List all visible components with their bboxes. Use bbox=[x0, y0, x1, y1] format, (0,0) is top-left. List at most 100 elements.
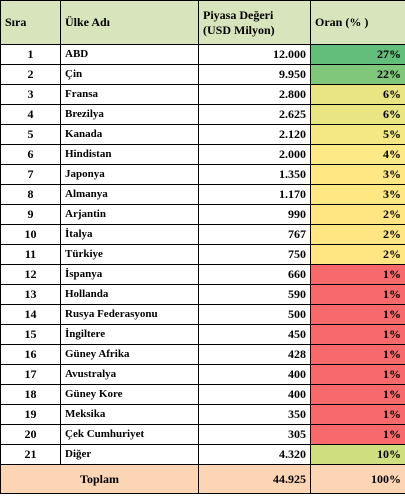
row-oran: 1% bbox=[310, 364, 405, 385]
row-ulke: Türkiye bbox=[60, 244, 199, 265]
row-sira: 5 bbox=[0, 124, 61, 145]
row-deger: 2.120 bbox=[198, 124, 311, 145]
table-row: 17 Avustralya 400 1% bbox=[0, 364, 405, 385]
row-ulke: Fransa bbox=[60, 84, 199, 105]
table-row: 4 Brezilya 2.625 6% bbox=[0, 104, 405, 125]
row-sira: 15 bbox=[0, 324, 61, 345]
row-deger: 1.350 bbox=[198, 164, 311, 185]
table-row: 12 İspanya 660 1% bbox=[0, 264, 405, 285]
row-ulke: Diğer bbox=[60, 444, 199, 465]
row-sira: 12 bbox=[0, 264, 61, 285]
header-deger: Piyasa Değeri (USD Milyon) bbox=[198, 0, 311, 45]
header-sira: Sıra bbox=[0, 0, 61, 45]
row-deger: 660 bbox=[198, 264, 311, 285]
table-row: 15 İngiltere 450 1% bbox=[0, 324, 405, 345]
row-oran: 1% bbox=[310, 344, 405, 365]
table-row: 13 Hollanda 590 1% bbox=[0, 284, 405, 305]
header-deger-line2: (USD Milyon) bbox=[203, 22, 275, 37]
row-sira: 11 bbox=[0, 244, 61, 265]
row-ulke: Arjantin bbox=[60, 204, 199, 225]
row-sira: 16 bbox=[0, 344, 61, 365]
row-sira: 17 bbox=[0, 364, 61, 385]
row-ulke: Kanada bbox=[60, 124, 199, 145]
header-oran: Oran (% ) bbox=[310, 0, 405, 45]
row-ulke: Çin bbox=[60, 64, 199, 85]
table-row: 6 Hindistan 2.000 4% bbox=[0, 144, 405, 165]
row-deger: 750 bbox=[198, 244, 311, 265]
row-sira: 14 bbox=[0, 304, 61, 325]
table-row: 2 Çin 9.950 22% bbox=[0, 64, 405, 85]
row-ulke: Hindistan bbox=[60, 144, 199, 165]
row-deger: 9.950 bbox=[198, 64, 311, 85]
row-oran: 6% bbox=[310, 84, 405, 105]
table-body: 1 ABD 12.000 27% 2 Çin 9.950 22% 3 Fransa 2.800 6% 4… bbox=[0, 44, 405, 465]
row-sira: 3 bbox=[0, 84, 61, 105]
table-row: 19 Meksika 350 1% bbox=[0, 404, 405, 425]
row-deger: 400 bbox=[198, 364, 311, 385]
row-oran: 3% bbox=[310, 164, 405, 185]
row-ulke: Çek Cumhuriyet bbox=[60, 424, 199, 445]
row-ulke: Rusya Federasyonu bbox=[60, 304, 199, 325]
header-deger-line1: Piyasa Değeri bbox=[203, 7, 274, 22]
total-row: Toplam 44.925 100% bbox=[0, 464, 405, 494]
row-deger: 450 bbox=[198, 324, 311, 345]
table-row: 20 Çek Cumhuriyet 305 1% bbox=[0, 424, 405, 445]
row-sira: 21 bbox=[0, 444, 61, 465]
row-oran: 1% bbox=[310, 264, 405, 285]
row-deger: 990 bbox=[198, 204, 311, 225]
table-row: 14 Rusya Federasyonu 500 1% bbox=[0, 304, 405, 325]
row-deger: 1.170 bbox=[198, 184, 311, 205]
total-deger: 44.925 bbox=[198, 464, 311, 494]
table-row: 7 Japonya 1.350 3% bbox=[0, 164, 405, 185]
row-oran: 6% bbox=[310, 104, 405, 125]
row-sira: 2 bbox=[0, 64, 61, 85]
row-ulke: ABD bbox=[60, 44, 199, 65]
header-ulke: Ülke Adı bbox=[60, 0, 199, 45]
row-oran: 22% bbox=[310, 64, 405, 85]
row-oran: 5% bbox=[310, 124, 405, 145]
table-row: 1 ABD 12.000 27% bbox=[0, 44, 405, 65]
table-row: 21 Diğer 4.320 10% bbox=[0, 444, 405, 465]
table-row: 11 Türkiye 750 2% bbox=[0, 244, 405, 265]
row-oran: 1% bbox=[310, 304, 405, 325]
table-row: 18 Güney Kore 400 1% bbox=[0, 384, 405, 405]
row-ulke: Almanya bbox=[60, 184, 199, 205]
row-oran: 2% bbox=[310, 224, 405, 245]
row-ulke: Güney Kore bbox=[60, 384, 199, 405]
row-ulke: Meksika bbox=[60, 404, 199, 425]
row-ulke: İtalya bbox=[60, 224, 199, 245]
row-oran: 27% bbox=[310, 44, 405, 65]
row-oran: 10% bbox=[310, 444, 405, 465]
total-label: Toplam bbox=[0, 464, 199, 494]
row-deger: 500 bbox=[198, 304, 311, 325]
row-ulke: Japonya bbox=[60, 164, 199, 185]
row-sira: 1 bbox=[0, 44, 61, 65]
row-oran: 2% bbox=[310, 244, 405, 265]
row-deger: 4.320 bbox=[198, 444, 311, 465]
row-deger: 590 bbox=[198, 284, 311, 305]
row-sira: 9 bbox=[0, 204, 61, 225]
row-oran: 1% bbox=[310, 424, 405, 445]
row-sira: 13 bbox=[0, 284, 61, 305]
row-oran: 3% bbox=[310, 184, 405, 205]
table-row: 8 Almanya 1.170 3% bbox=[0, 184, 405, 205]
row-oran: 1% bbox=[310, 404, 405, 425]
row-ulke: Avustralya bbox=[60, 364, 199, 385]
table-row: 16 Güney Afrika 428 1% bbox=[0, 344, 405, 365]
table-row: 10 İtalya 767 2% bbox=[0, 224, 405, 245]
table-row: 3 Fransa 2.800 6% bbox=[0, 84, 405, 105]
row-sira: 18 bbox=[0, 384, 61, 405]
row-oran: 1% bbox=[310, 284, 405, 305]
row-ulke: Güney Afrika bbox=[60, 344, 199, 365]
row-oran: 1% bbox=[310, 324, 405, 345]
row-deger: 428 bbox=[198, 344, 311, 365]
row-deger: 305 bbox=[198, 424, 311, 445]
row-deger: 12.000 bbox=[198, 44, 311, 65]
row-deger: 400 bbox=[198, 384, 311, 405]
header-row: Sıra Ülke Adı Piyasa Değeri (USD Milyon)… bbox=[0, 0, 405, 45]
total-oran: 100% bbox=[310, 464, 405, 494]
row-oran: 4% bbox=[310, 144, 405, 165]
row-oran: 2% bbox=[310, 204, 405, 225]
row-sira: 19 bbox=[0, 404, 61, 425]
